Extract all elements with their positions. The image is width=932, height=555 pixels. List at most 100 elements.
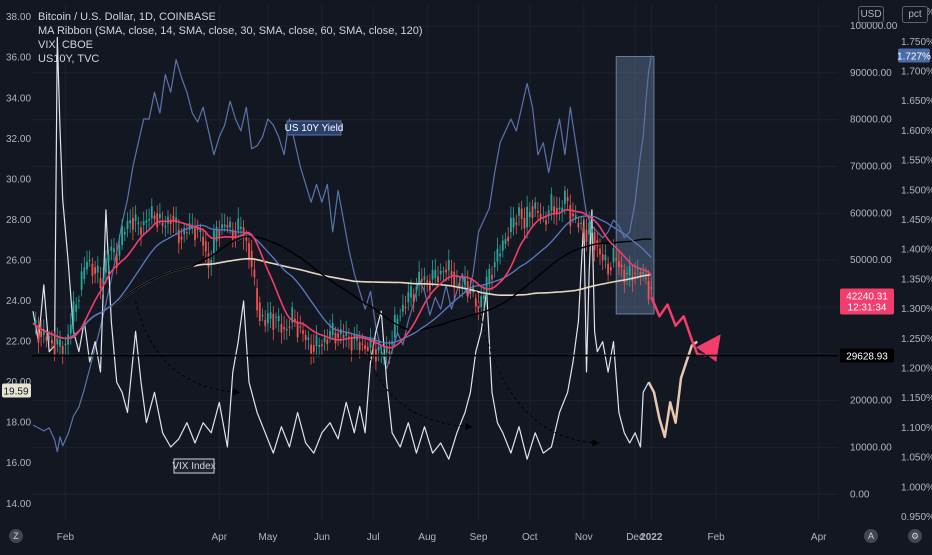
- candle-body: [393, 314, 396, 338]
- candle-body: [601, 254, 604, 261]
- candle-body: [545, 220, 547, 225]
- candle-body: [426, 280, 429, 283]
- legend-us10y[interactable]: US10Y, TVC: [38, 53, 100, 65]
- candle-body: [51, 339, 53, 344]
- candle-body: [186, 232, 188, 234]
- x-axis-tick: Sep: [470, 532, 488, 543]
- candle-body: [420, 278, 423, 283]
- candle-body: [132, 218, 134, 230]
- candle-body: [415, 286, 418, 291]
- candle-body: [407, 292, 410, 303]
- us10y-axis-tick: 1.450%: [901, 215, 932, 226]
- candle-body: [272, 314, 275, 330]
- x-axis-tick: May: [258, 532, 277, 543]
- legend-vix[interactable]: VIX, CBOE: [38, 39, 94, 51]
- candle-body: [110, 246, 113, 251]
- candle-body: [396, 318, 399, 327]
- us10y-axis-tick: 1.700%: [901, 67, 932, 78]
- candle-body: [215, 226, 218, 242]
- candle-body: [528, 211, 531, 217]
- x-axis-tick: Feb: [57, 532, 75, 543]
- candle-body: [539, 214, 542, 219]
- candle-body: [113, 248, 115, 253]
- vix-line: [32, 36, 650, 460]
- candle-body: [331, 323, 334, 336]
- vix-axis-tick: 38.00: [6, 12, 31, 23]
- z-timezone-button[interactable]: Z: [9, 529, 23, 543]
- candle-body: [472, 285, 474, 293]
- candle-body: [645, 277, 647, 280]
- pct-scale-button[interactable]: pct: [902, 6, 928, 23]
- candle-body: [402, 304, 404, 312]
- candle-body: [53, 342, 56, 355]
- candle-body: [523, 218, 526, 229]
- candle-body: [364, 345, 366, 350]
- candle-body: [59, 339, 61, 347]
- candle-body: [342, 335, 345, 339]
- x-axis-tick: Jun: [314, 532, 330, 543]
- btc-axis-tick: 80000.00: [850, 115, 892, 126]
- candle-body: [183, 228, 186, 235]
- legend-symbol-title[interactable]: Bitcoin / U.S. Dollar, 1D, COINBASE: [38, 11, 216, 23]
- candle-body: [574, 214, 577, 219]
- candle-body: [261, 314, 264, 317]
- candle-body: [96, 265, 99, 273]
- candle-body: [296, 322, 299, 338]
- vix-value-tag: [2, 383, 31, 398]
- x-axis-tick: 2022: [640, 532, 663, 543]
- usd-scale-button[interactable]: USD: [858, 6, 884, 23]
- candle-body: [609, 267, 612, 271]
- candle-body: [566, 196, 569, 202]
- candle-body: [350, 337, 353, 351]
- x-axis-tick: Apr: [212, 532, 228, 543]
- candle-body: [520, 208, 523, 219]
- candle-body: [591, 228, 593, 234]
- x-axis-tick: Apr: [811, 532, 827, 543]
- legend-ma-ribbon[interactable]: MA Ribbon (SMA, close, 14, SMA, close, 3…: [38, 25, 423, 37]
- candle-body: [447, 260, 450, 271]
- candle-body: [555, 207, 558, 215]
- candle-body: [337, 333, 339, 338]
- a-auto-scale-button[interactable]: A: [864, 529, 878, 543]
- ma60-line: [32, 235, 652, 340]
- candle-body: [636, 267, 639, 270]
- candle-body: [169, 219, 172, 225]
- x-axis-tick: Jul: [367, 532, 380, 543]
- candle-body: [642, 271, 645, 275]
- candle-body: [410, 286, 412, 298]
- x-axis-tick: Dec: [626, 532, 644, 543]
- candle-body: [196, 227, 199, 231]
- candle-body: [418, 271, 420, 285]
- candle-body: [99, 278, 102, 288]
- candle-body: [67, 334, 69, 345]
- candle-body: [518, 207, 520, 216]
- x-axis-tick: Oct: [522, 532, 538, 543]
- us10y-annotation-label: US 10Y Yield: [285, 123, 344, 134]
- candle-body: [307, 337, 310, 340]
- candle-body: [118, 244, 121, 256]
- candle-body: [488, 268, 491, 283]
- candle-body: [515, 222, 518, 225]
- candle-body: [299, 326, 302, 328]
- vix-axis-tick: 18.00: [6, 418, 31, 429]
- candle-body: [145, 220, 148, 223]
- candle-body: [531, 206, 534, 218]
- current-price-value: 42240.31: [846, 291, 888, 302]
- candle-body: [129, 220, 132, 224]
- candle-body: [607, 263, 609, 275]
- vix-value-label: 19.59: [3, 386, 28, 397]
- candle-body: [623, 269, 626, 283]
- candle-body: [148, 219, 150, 221]
- candle-body: [612, 247, 615, 263]
- vix-axis-tick: 32.00: [6, 134, 31, 145]
- x-axis-tick: Nov: [575, 532, 593, 543]
- candle-body: [64, 343, 67, 346]
- candle-body: [126, 221, 129, 229]
- vix-axis-tick: 22.00: [6, 337, 31, 348]
- gear-icon[interactable]: ⚙: [908, 529, 922, 543]
- candle-body: [628, 265, 631, 276]
- candle-body: [526, 206, 528, 228]
- candle-body: [258, 302, 261, 321]
